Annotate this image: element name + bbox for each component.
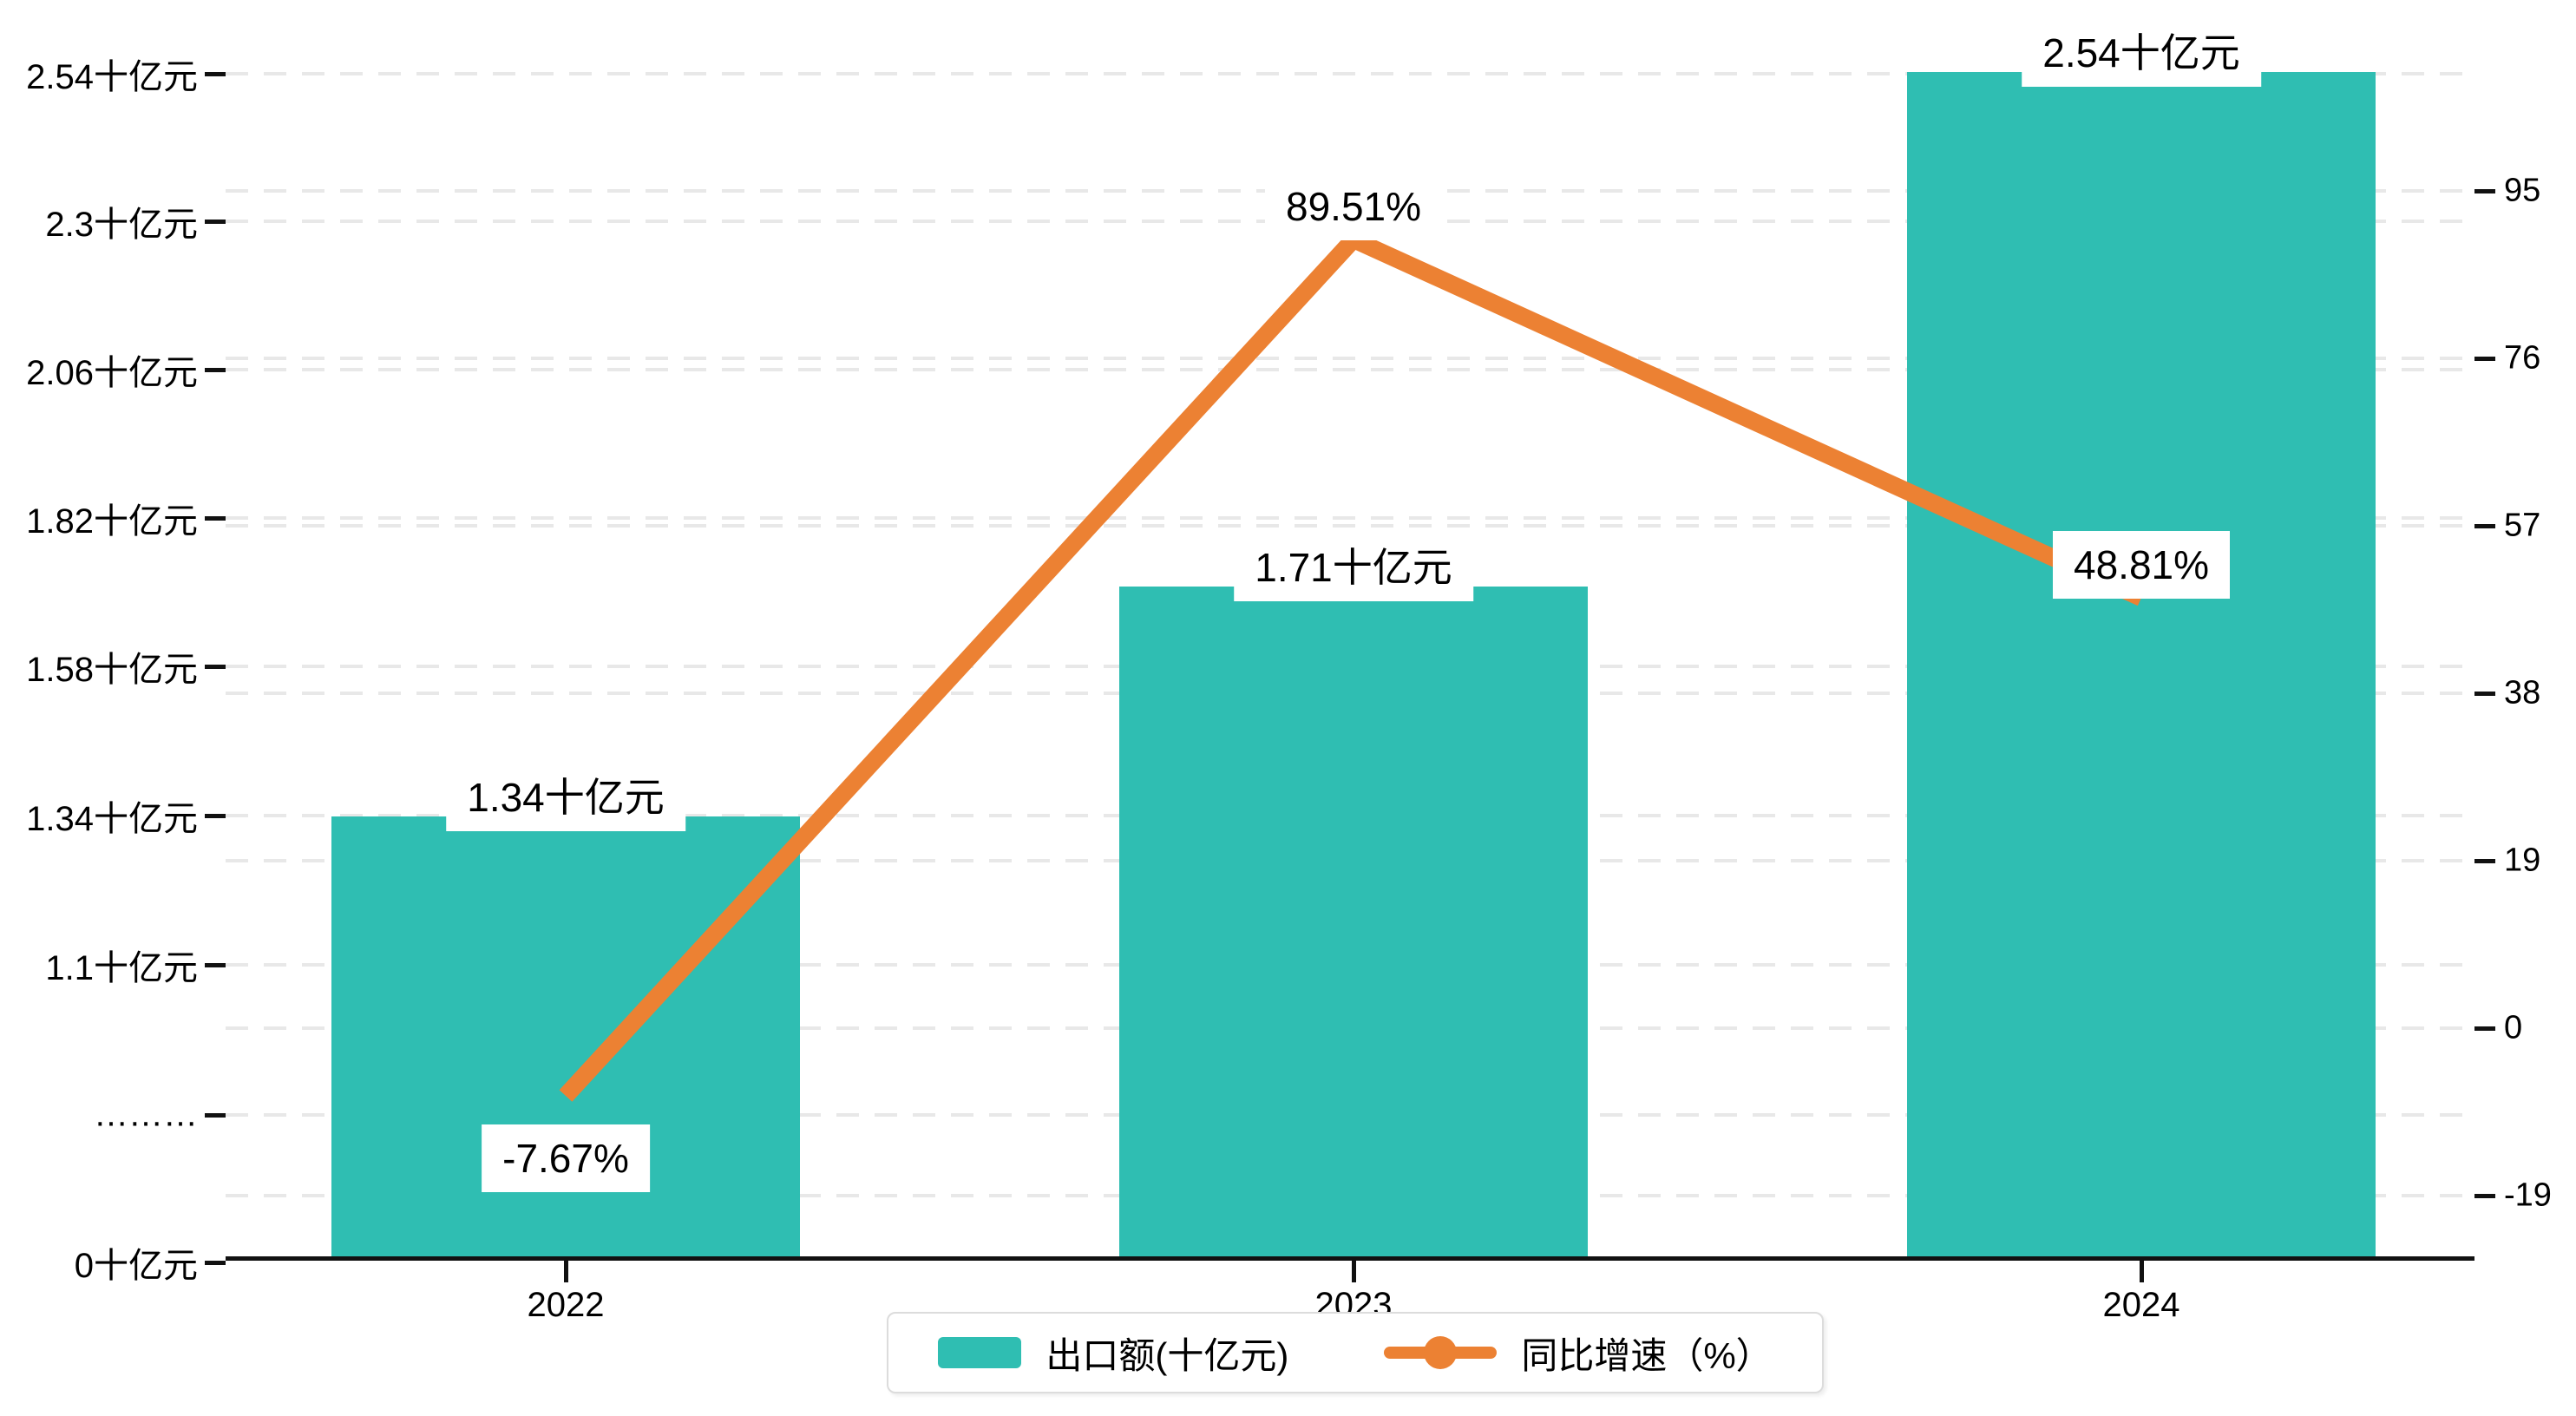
y-axis-label-left: 2.54十亿元 [26,58,198,96]
growth-value-label-2022: -7.67% [482,1124,650,1192]
bar-value-label-2022: 1.34十亿元 [446,764,685,831]
y-axis-label-right: 57 [2504,507,2541,544]
x-axis-tick [1352,1258,1356,1282]
y-axis-tick-left [205,1113,226,1118]
x-axis-tick [564,1258,568,1282]
growth-rate-line[interactable] [559,228,2146,1102]
bar-value-label-2023: 1.71十亿元 [1234,534,1473,601]
y-axis-tick-left [205,665,226,669]
gridline-left-axis [226,72,2474,75]
legend-item-growth-rate[interactable]: 同比增速（%） [1384,1327,1773,1380]
y-axis-label-left: 0十亿元 [74,1247,198,1285]
legend-label-export-value: 出口额(十亿元) [1045,1334,1289,1376]
y-axis-label-right: 38 [2504,674,2541,711]
y-axis-label-left: 1.82十亿元 [26,502,198,541]
y-axis-tick-right [2474,189,2495,193]
y-axis-tick-left [205,963,226,967]
y-axis-tick-left [205,220,226,224]
legend: 出口额(十亿元) 同比增速（%） [887,1312,1824,1393]
x-axis-tick [2140,1258,2144,1282]
gridline-right-axis [226,357,2474,360]
y-axis-label-right: 95 [2504,172,2541,209]
bar-2024[interactable] [1907,72,2376,1256]
y-axis-tick-left [205,1261,226,1265]
x-axis-line [226,1256,2474,1261]
growth-value-label-2024: 48.81% [2052,531,2231,599]
y-axis-tick-left [205,368,226,372]
gridline-left-axis [226,368,2474,371]
x-axis-label-2022: 2022 [527,1286,605,1324]
x-axis-label-2024: 2024 [2102,1286,2180,1324]
y-axis-tick-right [2474,524,2495,528]
y-axis-label-right: 19 [2504,842,2541,879]
growth-value-label-2023: 89.51% [1264,173,1443,240]
y-axis-tick-right [2474,357,2495,361]
legend-label-growth-rate: 同比增速（%） [1521,1334,1773,1376]
y-axis-label-right: 0 [2504,1009,2523,1046]
gridline-left-axis [226,516,2474,520]
line-series-dot-icon [1424,1336,1458,1369]
y-axis-label-left: 1.34十亿元 [26,800,198,838]
y-axis-label-left: 1.58十亿元 [26,651,198,689]
y-axis-label-left: 2.06十亿元 [26,354,198,392]
y-axis-tick-right [2474,1026,2495,1031]
gridline-right-axis [226,524,2474,528]
y-axis-tick-right [2474,692,2495,696]
y-axis-label-left: 1.1十亿元 [45,949,198,987]
y-axis-tick-left [205,516,226,521]
bar-series-swatch-icon [938,1337,1022,1368]
y-axis-tick-left [205,814,226,818]
bar-2023[interactable] [1119,587,1588,1256]
y-axis-tick-left [205,72,226,76]
legend-item-export-value[interactable]: 出口额(十亿元) [938,1327,1288,1380]
y-axis-label-left: 2.3十亿元 [45,206,198,244]
y-axis-label-right: 76 [2504,339,2541,377]
line-series-marker-icon [1384,1336,1498,1369]
y-axis-label-left: ……… [94,1095,198,1134]
y-axis-label-right: -19 [2504,1177,2552,1214]
bar-value-label-2024: 2.54十亿元 [2022,19,2261,87]
y-axis-tick-right [2474,1194,2495,1198]
y-axis-tick-right [2474,859,2495,863]
